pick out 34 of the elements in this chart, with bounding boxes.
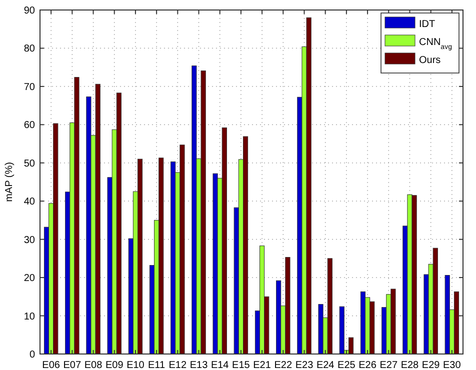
x-tick-label: E08 [84,360,103,370]
legend-label: CNN$_{avg}$ [419,37,452,50]
y-tick-label: 20 [24,273,36,284]
y-tick-label: 90 [24,6,36,16]
x-tick-label: E14 [210,360,230,370]
y-axis-title: mAP (%) [4,162,15,202]
y-tick-label: 10 [24,311,36,322]
x-tick-label: E28 [400,360,420,370]
x-tick-label: E06 [42,360,60,370]
x-tick-label: E25 [338,360,356,370]
legend-label: Ours [419,55,441,66]
y-tick-label: 60 [24,120,36,132]
x-tick-label: E09 [105,360,124,370]
y-tick-label: 0 [29,350,36,360]
x-tick-label: E15 [232,360,250,370]
x-tick-label: E12 [168,360,187,370]
y-tick-label: 50 [24,158,36,170]
y-tick-label: 40 [24,196,36,208]
x-tick-label: E23 [295,360,314,370]
x-tick-label: E24 [316,360,335,370]
x-tick-label: E10 [126,360,145,370]
x-tick-label: E29 [422,360,440,370]
y-tick-label: 80 [24,44,36,55]
x-tick-label: E26 [358,360,377,370]
y-tick-label: 30 [24,234,36,246]
x-tick-label: E11 [148,360,166,370]
x-tick-label: E13 [190,360,208,370]
x-tick-label: E07 [63,360,82,370]
x-tick-label: E30 [443,360,462,370]
legend-label: IDT [419,19,436,30]
x-tick-label: E21 [253,360,272,370]
x-tick-label: E27 [380,360,398,370]
x-tick-label: E22 [274,360,292,370]
y-tick-label: 70 [24,82,36,93]
